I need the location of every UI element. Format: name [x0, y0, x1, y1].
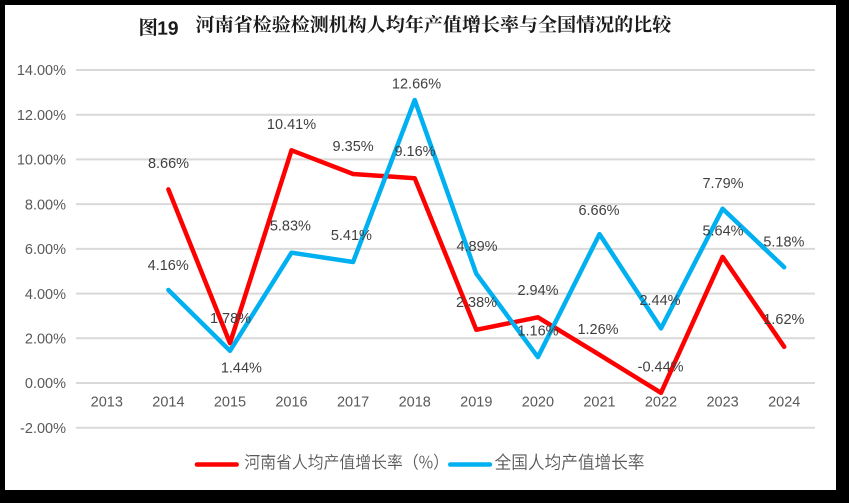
svg-text:2017: 2017	[337, 395, 369, 411]
svg-text:2019: 2019	[460, 395, 492, 411]
svg-text:9.16%: 9.16%	[394, 144, 435, 160]
svg-text:2.38%: 2.38%	[456, 295, 497, 311]
svg-text:2.94%: 2.94%	[517, 283, 558, 299]
svg-text:2016: 2016	[275, 395, 307, 411]
svg-text:0.00%: 0.00%	[25, 376, 66, 392]
svg-text:4.00%: 4.00%	[25, 287, 66, 303]
svg-text:2018: 2018	[399, 395, 431, 411]
svg-text:2.44%: 2.44%	[639, 293, 680, 309]
svg-text:9.35%: 9.35%	[333, 139, 374, 155]
svg-text:12.66%: 12.66%	[392, 77, 441, 93]
svg-text:-0.44%: -0.44%	[638, 360, 684, 376]
svg-text:1.62%: 1.62%	[763, 312, 804, 328]
svg-text:5.18%: 5.18%	[763, 235, 804, 251]
svg-text:8.00%: 8.00%	[25, 197, 66, 213]
svg-text:4.16%: 4.16%	[148, 258, 189, 274]
svg-text:10.00%: 10.00%	[17, 153, 66, 169]
svg-text:1.16%: 1.16%	[517, 324, 558, 340]
svg-text:-2.00%: -2.00%	[20, 421, 66, 437]
svg-text:5.64%: 5.64%	[702, 224, 743, 240]
svg-text:14.00%: 14.00%	[17, 63, 66, 79]
svg-text:2022: 2022	[645, 395, 677, 411]
svg-text:2021: 2021	[583, 395, 615, 411]
svg-text:2.00%: 2.00%	[25, 332, 66, 348]
svg-text:2020: 2020	[522, 395, 554, 411]
svg-text:1.44%: 1.44%	[221, 361, 262, 377]
svg-text:5.83%: 5.83%	[270, 219, 311, 235]
svg-text:1.78%: 1.78%	[210, 311, 251, 327]
svg-text:2013: 2013	[91, 395, 123, 411]
svg-text:5.41%: 5.41%	[331, 228, 372, 244]
svg-text:2015: 2015	[214, 395, 246, 411]
svg-text:2014: 2014	[152, 395, 184, 411]
svg-text:2023: 2023	[706, 395, 738, 411]
svg-text:6.00%: 6.00%	[25, 242, 66, 258]
svg-text:12.00%: 12.00%	[17, 108, 66, 124]
svg-text:4.89%: 4.89%	[456, 239, 497, 255]
svg-text:2024: 2024	[768, 395, 800, 411]
svg-text:10.41%: 10.41%	[267, 117, 316, 133]
svg-text:1.26%: 1.26%	[577, 322, 618, 338]
svg-text:6.66%: 6.66%	[578, 203, 619, 219]
svg-text:7.79%: 7.79%	[702, 176, 743, 192]
svg-text:8.66%: 8.66%	[148, 156, 189, 172]
